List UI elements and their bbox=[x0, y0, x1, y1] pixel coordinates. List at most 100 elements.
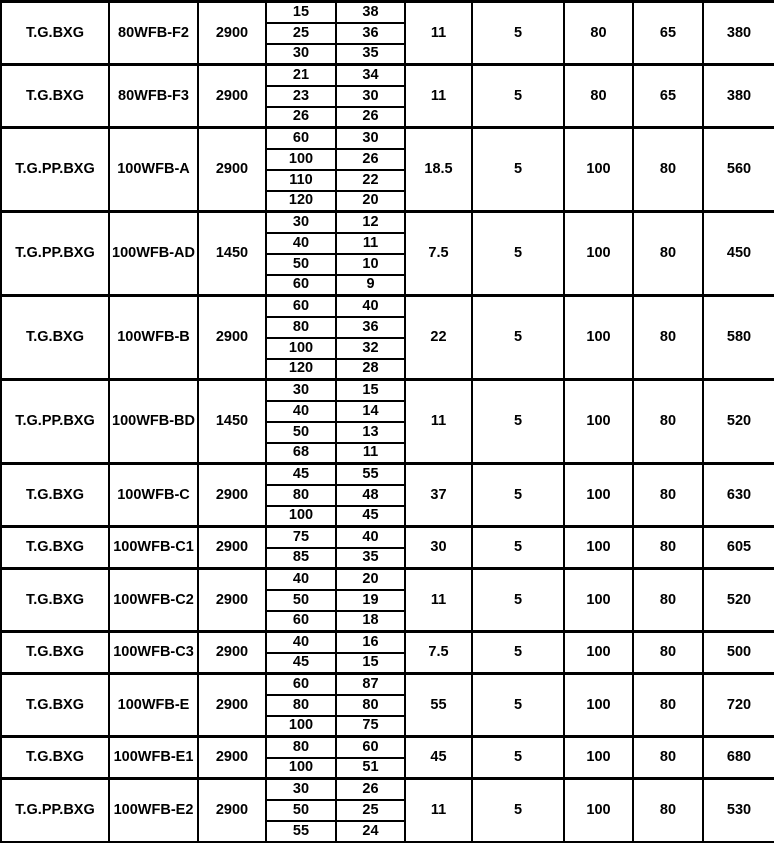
model-cell: 100WFB-A bbox=[108, 126, 199, 213]
head-cell: 24 bbox=[335, 819, 406, 843]
table-subrow: 80 48 bbox=[1, 483, 774, 507]
spec-col10-cell: 530 bbox=[702, 777, 774, 843]
flow-cell: 45 bbox=[265, 651, 337, 675]
power-cell: 7.5 bbox=[404, 630, 473, 675]
flow-cell: 120 bbox=[265, 357, 337, 381]
flow-cell: 30 bbox=[265, 777, 337, 801]
table-subrow: 120 20 bbox=[1, 189, 774, 213]
speed-cell: 2900 bbox=[197, 630, 267, 675]
spec-col7-cell: 5 bbox=[471, 630, 565, 675]
table-subrow: 100 45 bbox=[1, 504, 774, 528]
head-cell: 11 bbox=[335, 441, 406, 465]
flow-cell: 30 bbox=[265, 42, 337, 66]
series-cell: T.G.BXG bbox=[0, 525, 110, 570]
flow-cell: 60 bbox=[265, 294, 337, 318]
table-subrow: 50 19 bbox=[1, 588, 774, 612]
model-cell: 80WFB-F2 bbox=[108, 0, 199, 66]
head-cell: 20 bbox=[335, 567, 406, 591]
table-subrow: 60 9 bbox=[1, 273, 774, 297]
power-cell: 11 bbox=[404, 63, 473, 129]
table-subrow: 26 26 bbox=[1, 105, 774, 129]
spec-col10-cell: 630 bbox=[702, 462, 774, 528]
spec-col7-cell: 5 bbox=[471, 294, 565, 381]
spec-col7-cell: 5 bbox=[471, 525, 565, 570]
head-cell: 25 bbox=[335, 798, 406, 822]
spec-col7-cell: 5 bbox=[471, 462, 565, 528]
head-cell: 15 bbox=[335, 651, 406, 675]
spec-col10-cell: 560 bbox=[702, 126, 774, 213]
table-subrow: T.G.PP.BXG 100WFB-E2 2900 30 26 11 5 100 80 530 bbox=[0, 777, 774, 843]
model-cell: 100WFB-E1 bbox=[108, 735, 199, 780]
flow-cell: 30 bbox=[265, 210, 337, 234]
spec-col8-cell: 100 bbox=[563, 126, 634, 213]
table-subrow: 40 11 bbox=[1, 231, 774, 255]
spec-col9-cell: 80 bbox=[632, 672, 704, 738]
table-subrow: 40 14 bbox=[1, 399, 774, 423]
flow-cell: 15 bbox=[265, 0, 337, 24]
speed-cell: 2900 bbox=[197, 126, 267, 213]
table-subrow: T.G.BXG 100WFB-C 2900 45 55 37 5 100 80 630 bbox=[0, 462, 774, 528]
spec-col8-cell: 100 bbox=[563, 462, 634, 528]
flow-cell: 40 bbox=[265, 567, 337, 591]
spec-col9-cell: 80 bbox=[632, 210, 704, 297]
series-cell: T.G.BXG bbox=[0, 462, 110, 528]
flow-cell: 85 bbox=[265, 546, 337, 570]
spec-col9-cell: 65 bbox=[632, 0, 704, 66]
speed-cell: 2900 bbox=[197, 567, 267, 633]
table-subrow: 100 75 bbox=[1, 714, 774, 738]
model-cell: 100WFB-E bbox=[108, 672, 199, 738]
model-cell: 100WFB-E2 bbox=[108, 777, 199, 843]
power-cell: 11 bbox=[404, 567, 473, 633]
series-cell: T.G.BXG bbox=[0, 567, 110, 633]
flow-cell: 26 bbox=[265, 105, 337, 129]
flow-cell: 100 bbox=[265, 504, 337, 528]
speed-cell: 2900 bbox=[197, 777, 267, 843]
head-cell: 30 bbox=[335, 84, 406, 108]
spec-col10-cell: 520 bbox=[702, 567, 774, 633]
flow-cell: 80 bbox=[265, 735, 337, 759]
spec-col7-cell: 5 bbox=[471, 672, 565, 738]
spec-col7-cell: 5 bbox=[471, 210, 565, 297]
spec-col8-cell: 80 bbox=[563, 0, 634, 66]
table-subrow: 80 80 bbox=[1, 693, 774, 717]
spec-col8-cell: 100 bbox=[563, 378, 634, 465]
spec-col8-cell: 100 bbox=[563, 294, 634, 381]
model-cell: 100WFB-C2 bbox=[108, 567, 199, 633]
speed-cell: 2900 bbox=[197, 462, 267, 528]
head-cell: 80 bbox=[335, 693, 406, 717]
table-subrow: 110 22 bbox=[1, 168, 774, 192]
series-cell: T.G.BXG bbox=[0, 63, 110, 129]
series-cell: T.G.BXG bbox=[0, 672, 110, 738]
head-cell: 16 bbox=[335, 630, 406, 654]
head-cell: 87 bbox=[335, 672, 406, 696]
spec-col10-cell: 580 bbox=[702, 294, 774, 381]
spec-col7-cell: 5 bbox=[471, 126, 565, 213]
table-subrow: 85 35 bbox=[1, 546, 774, 570]
series-cell: T.G.PP.BXG bbox=[0, 378, 110, 465]
head-cell: 15 bbox=[335, 378, 406, 402]
speed-cell: 2900 bbox=[197, 735, 267, 780]
flow-cell: 100 bbox=[265, 756, 337, 780]
table-subrow: T.G.BXG 100WFB-E1 2900 80 60 45 5 100 80 680 bbox=[0, 735, 774, 780]
flow-cell: 100 bbox=[265, 147, 337, 171]
table-subrow: 80 36 bbox=[1, 315, 774, 339]
head-cell: 19 bbox=[335, 588, 406, 612]
spec-col10-cell: 500 bbox=[702, 630, 774, 675]
spec-col9-cell: 80 bbox=[632, 525, 704, 570]
model-cell: 80WFB-F3 bbox=[108, 63, 199, 129]
head-cell: 12 bbox=[335, 210, 406, 234]
flow-cell: 40 bbox=[265, 399, 337, 423]
flow-cell: 80 bbox=[265, 315, 337, 339]
spec-col7-cell: 5 bbox=[471, 735, 565, 780]
head-cell: 20 bbox=[335, 189, 406, 213]
table-subrow: T.G.PP.BXG 100WFB-A 2900 60 30 18.5 5 100 80 560 bbox=[0, 126, 774, 213]
series-cell: T.G.BXG bbox=[0, 735, 110, 780]
head-cell: 22 bbox=[335, 168, 406, 192]
power-cell: 11 bbox=[404, 378, 473, 465]
spec-col8-cell: 100 bbox=[563, 567, 634, 633]
flow-cell: 100 bbox=[265, 714, 337, 738]
model-cell: 100WFB-AD bbox=[108, 210, 199, 297]
flow-cell: 75 bbox=[265, 525, 337, 549]
table-subrow: 30 35 bbox=[1, 42, 774, 66]
